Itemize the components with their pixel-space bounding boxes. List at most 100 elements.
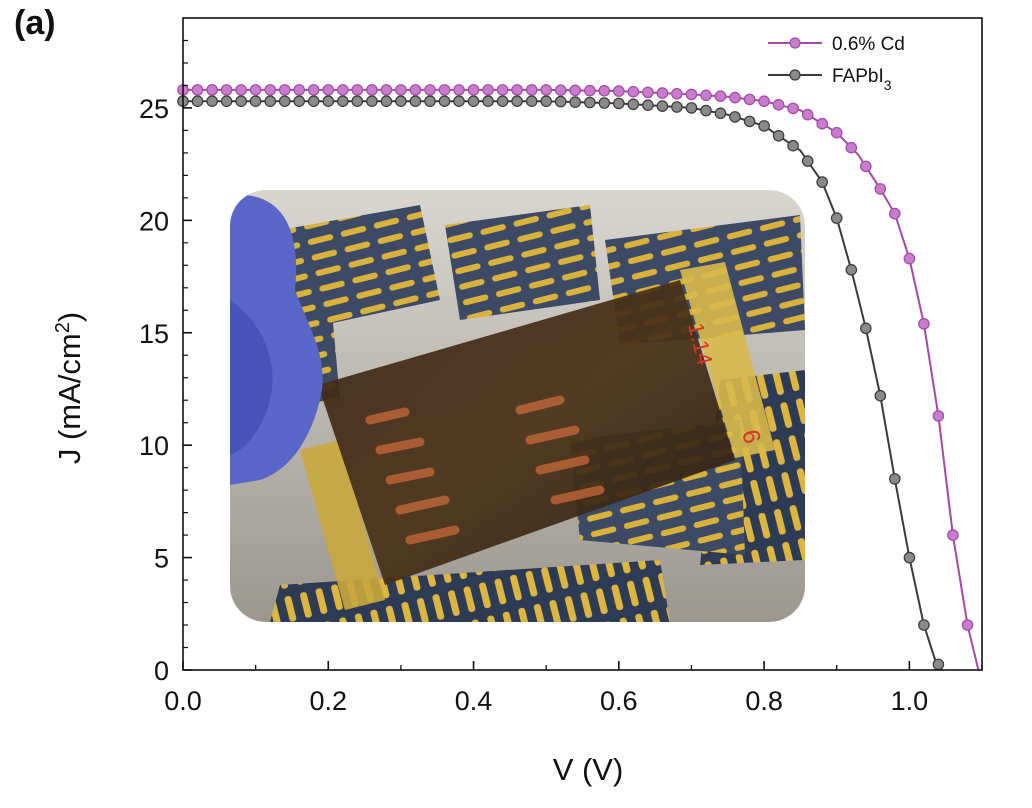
data-point xyxy=(220,95,233,107)
data-point xyxy=(293,84,305,96)
x-tick-label: 0.0 xyxy=(164,686,202,716)
data-point xyxy=(322,84,335,96)
x-tick-label: 0.6 xyxy=(600,686,638,716)
data-point xyxy=(816,117,828,130)
data-point xyxy=(366,84,378,96)
film-electrodes xyxy=(365,395,605,545)
data-point xyxy=(700,104,712,117)
data-point xyxy=(511,84,523,96)
data-point xyxy=(772,130,785,142)
data-point xyxy=(293,95,305,107)
x-tick-label: 1.0 xyxy=(891,686,929,716)
inset-photo: 1.14 6 xyxy=(230,190,805,622)
substrate-2 xyxy=(445,205,600,320)
series-cd xyxy=(177,84,980,671)
data-point xyxy=(714,107,727,120)
data-point xyxy=(743,115,756,128)
data-point xyxy=(903,551,916,564)
y-tick-label: 10 xyxy=(139,431,169,461)
series-layer xyxy=(177,84,980,671)
data-point xyxy=(656,100,669,112)
y-tick-label: 0 xyxy=(154,656,169,686)
data-point xyxy=(191,84,204,96)
data-point xyxy=(409,84,422,96)
panel-label: (a) xyxy=(14,4,56,42)
data-point xyxy=(380,84,393,96)
data-point xyxy=(714,90,727,102)
data-point xyxy=(264,84,276,96)
data-point xyxy=(671,88,683,100)
data-point xyxy=(511,95,523,107)
data-point xyxy=(467,84,480,96)
data-point xyxy=(787,102,799,115)
data-point xyxy=(583,84,596,97)
data-point xyxy=(409,95,422,107)
data-point xyxy=(685,102,698,114)
data-point xyxy=(322,95,335,107)
data-point xyxy=(496,84,509,96)
data-point xyxy=(801,108,814,121)
data-point xyxy=(729,111,741,123)
data-point xyxy=(424,95,436,107)
data-point xyxy=(918,619,930,631)
data-point xyxy=(206,95,218,107)
data-point xyxy=(642,86,654,99)
data-point xyxy=(642,99,654,111)
data-point xyxy=(874,389,887,402)
data-point xyxy=(656,87,669,99)
data-point xyxy=(903,252,916,265)
data-point xyxy=(583,96,596,109)
x-tick-label: 0.8 xyxy=(745,686,783,716)
data-point xyxy=(235,95,247,107)
data-point xyxy=(671,101,683,113)
glove-shade xyxy=(230,300,273,455)
film-strip-right xyxy=(680,262,775,458)
data-point xyxy=(438,95,451,107)
data-point xyxy=(453,95,465,107)
data-point xyxy=(264,95,276,107)
data-point xyxy=(932,658,945,671)
data-point xyxy=(351,95,364,107)
data-point xyxy=(336,84,349,96)
legend-label-fapbi-sub: 3 xyxy=(884,77,892,93)
legend-marker-cd xyxy=(789,37,801,49)
data-point xyxy=(307,95,320,107)
data-point xyxy=(787,139,799,152)
data-point xyxy=(961,619,974,631)
series-fapbi xyxy=(177,95,945,671)
data-point xyxy=(859,160,872,173)
data-point xyxy=(845,263,858,276)
data-point xyxy=(627,98,640,111)
data-point xyxy=(351,84,364,96)
data-point xyxy=(700,89,712,102)
data-point xyxy=(554,84,567,96)
data-point xyxy=(220,84,233,96)
data-point xyxy=(874,183,887,195)
data-point xyxy=(249,84,262,96)
legend-label-cd: 0.6% Cd xyxy=(832,34,905,55)
data-point xyxy=(729,91,741,104)
y-axis-label-close: ) xyxy=(52,312,87,322)
axes-layer: 0.0 0.2 0.4 0.6 0.8 1.0 0 5 10 15 20 25 xyxy=(139,17,983,716)
legend-label-fapbi-main: FAPbI xyxy=(832,66,884,87)
substrate-7 xyxy=(270,560,670,622)
data-point xyxy=(380,95,393,107)
x-axis-label: V (V) xyxy=(553,752,624,787)
y-tick-label: 15 xyxy=(139,319,169,349)
data-point xyxy=(496,95,509,107)
data-point xyxy=(278,84,291,96)
data-point xyxy=(685,88,698,101)
legend-label-fapbi: FAPbI3 xyxy=(832,66,892,93)
film-strip-left xyxy=(300,440,385,610)
data-point xyxy=(249,95,262,107)
data-point xyxy=(453,84,465,96)
data-point xyxy=(467,95,480,107)
data-point xyxy=(859,322,872,335)
data-point xyxy=(395,95,407,107)
legend-marker-fapbi xyxy=(789,69,801,81)
data-point xyxy=(947,529,959,541)
data-point xyxy=(598,97,611,109)
data-point xyxy=(612,97,625,110)
plot-frame xyxy=(182,17,983,671)
data-point xyxy=(482,84,494,96)
